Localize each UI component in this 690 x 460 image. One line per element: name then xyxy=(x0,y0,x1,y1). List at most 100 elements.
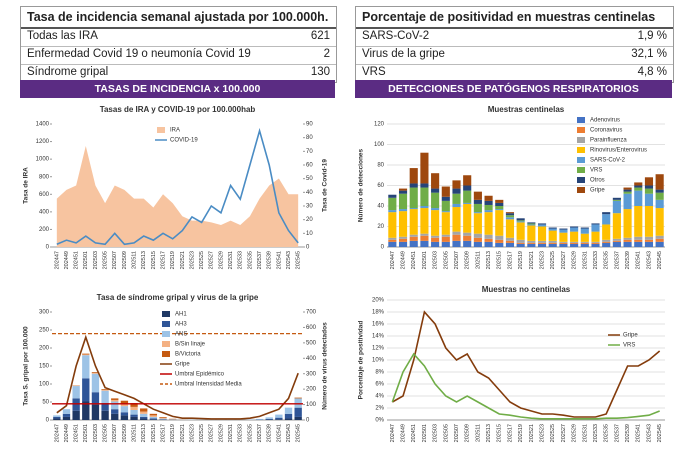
bar xyxy=(623,189,632,192)
bar xyxy=(505,215,515,218)
bar xyxy=(634,241,643,247)
bar xyxy=(612,240,621,242)
line xyxy=(56,334,299,420)
legend-label: AH1 xyxy=(175,312,187,318)
bar xyxy=(612,199,621,201)
bar xyxy=(516,243,525,247)
x-tick-label: 202523 xyxy=(539,251,545,269)
tick-label: 800 xyxy=(39,174,50,180)
bar xyxy=(53,418,61,420)
bar xyxy=(441,200,450,212)
positivity-table: Porcentaje de positividad en muestras ce… xyxy=(355,6,674,83)
bar xyxy=(463,185,472,191)
bar xyxy=(275,419,283,420)
bar xyxy=(149,413,158,416)
bar xyxy=(602,212,611,215)
bar xyxy=(431,235,440,238)
bar xyxy=(140,418,148,420)
x-tick-label: 202537 xyxy=(257,251,263,269)
tick-label: 20 xyxy=(377,224,384,230)
x-tick-label: 202545 xyxy=(296,424,302,442)
bar xyxy=(527,224,536,226)
x-tick-label: 202515 xyxy=(151,251,157,269)
bar xyxy=(559,242,568,244)
bar xyxy=(644,188,654,194)
x-tick-label: 202509 xyxy=(122,251,128,269)
bar xyxy=(420,208,429,234)
bar xyxy=(409,240,418,247)
bar xyxy=(388,210,397,213)
x-tick-label: 202507 xyxy=(454,251,460,269)
tick-label: 16% xyxy=(372,322,385,328)
bar xyxy=(634,236,643,240)
bar xyxy=(82,401,90,420)
legend-label: Rinovirus/Enterovirus xyxy=(590,148,647,154)
bar xyxy=(398,188,408,191)
x-tick-label: 202523 xyxy=(539,424,545,442)
bar xyxy=(159,417,167,419)
bar xyxy=(431,210,440,236)
x-tick-label: 202519 xyxy=(170,251,176,269)
bar xyxy=(452,203,461,208)
bar xyxy=(441,186,450,197)
x-tick-label: 202525 xyxy=(199,251,205,269)
bar xyxy=(72,410,80,420)
bar xyxy=(452,240,461,247)
bar xyxy=(140,413,148,417)
bar xyxy=(634,190,643,206)
legend-label: Otros xyxy=(590,178,605,184)
bar xyxy=(441,241,450,247)
bar xyxy=(111,413,119,420)
bar xyxy=(570,243,579,247)
bar xyxy=(409,209,418,235)
area xyxy=(56,145,299,247)
bar xyxy=(495,199,504,203)
row-label: Virus de la gripe xyxy=(362,48,445,60)
bar xyxy=(82,355,90,379)
bar xyxy=(420,233,429,236)
x-tick-label: 202509 xyxy=(465,251,471,269)
tick-label: 0 xyxy=(306,245,310,251)
x-tick-label: 202507 xyxy=(112,424,118,442)
bar xyxy=(72,386,80,399)
bar xyxy=(527,243,536,247)
bar xyxy=(388,212,397,238)
tick-label: 100 xyxy=(306,402,317,408)
x-tick-label: 202511 xyxy=(475,251,481,269)
bar xyxy=(591,231,600,242)
bar xyxy=(140,416,148,419)
tick-label: 600 xyxy=(306,325,317,331)
bar xyxy=(559,241,568,243)
x-tick-label: 202511 xyxy=(475,424,481,442)
bar xyxy=(527,223,536,225)
tick-label: 300 xyxy=(39,310,50,316)
table-row: SARS-CoV-2 1,9 % xyxy=(356,29,673,47)
tick-label: 80 xyxy=(306,135,313,141)
tick-label: 250 xyxy=(39,328,50,334)
x-tick-label: 202545 xyxy=(657,424,663,442)
bar xyxy=(82,353,90,355)
bar xyxy=(149,416,158,419)
bar xyxy=(140,408,148,412)
bar xyxy=(644,241,654,247)
bar xyxy=(602,224,611,240)
tick-label: 700 xyxy=(306,310,317,316)
x-tick-label: 202517 xyxy=(507,424,513,442)
bar xyxy=(431,241,440,247)
x-tick-label: 202539 xyxy=(267,424,273,442)
legend-swatch xyxy=(162,311,170,317)
bar xyxy=(463,202,472,204)
x-tick-label: 202541 xyxy=(636,424,642,442)
bar xyxy=(548,227,557,229)
x-tick-label: 202521 xyxy=(529,424,535,442)
bar xyxy=(473,237,482,242)
bar xyxy=(431,188,440,193)
table-row: Todas las IRA 621 xyxy=(21,29,336,47)
bar xyxy=(527,242,536,244)
bar xyxy=(294,416,302,420)
tick-label: 600 xyxy=(39,192,50,198)
bar xyxy=(409,236,418,241)
legend-swatch xyxy=(577,117,585,123)
bar xyxy=(580,241,589,243)
legend-swatch xyxy=(157,127,165,133)
